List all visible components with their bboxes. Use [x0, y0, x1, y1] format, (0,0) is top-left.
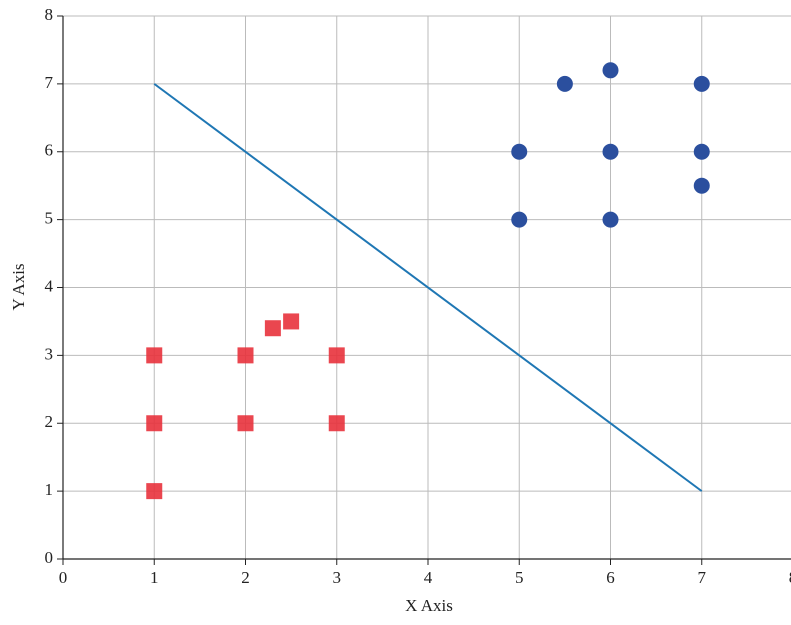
circle-point — [511, 144, 527, 160]
y-tick-label: 2 — [45, 412, 54, 431]
y-tick-label: 5 — [45, 209, 54, 228]
x-tick-label: 3 — [333, 568, 342, 587]
square-point — [146, 483, 162, 499]
y-tick-label: 4 — [45, 276, 54, 295]
y-tick-label: 1 — [45, 480, 54, 499]
circle-point — [557, 76, 573, 92]
y-axis-label: Y Axis — [9, 263, 28, 310]
square-point — [265, 320, 281, 336]
circle-point — [511, 212, 527, 228]
x-tick-label: 1 — [150, 568, 159, 587]
circle-point — [603, 144, 619, 160]
y-tick-label: 6 — [45, 141, 54, 160]
square-point — [238, 347, 254, 363]
x-tick-label: 2 — [241, 568, 250, 587]
x-tick-label: 7 — [698, 568, 707, 587]
square-point — [146, 415, 162, 431]
chart: X Axis Y Axis 012345678012345678 — [0, 0, 791, 625]
y-tick-label: 3 — [45, 344, 54, 363]
x-tick-label: 6 — [606, 568, 615, 587]
square-point — [238, 415, 254, 431]
x-axis-label: X Axis — [405, 596, 453, 615]
x-tick-label: 5 — [515, 568, 524, 587]
circle-point — [603, 62, 619, 78]
square-point — [283, 313, 299, 329]
x-tick-label: 0 — [59, 568, 68, 587]
circle-point — [694, 178, 710, 194]
circle-point — [694, 76, 710, 92]
circle-point — [603, 212, 619, 228]
square-point — [329, 415, 345, 431]
y-tick-label: 0 — [45, 548, 54, 567]
y-tick-label: 7 — [45, 73, 54, 92]
y-tick-label: 8 — [45, 5, 54, 24]
page: {"chart_data": {"type": "scatter", "xlab… — [0, 0, 791, 625]
circle-point — [694, 144, 710, 160]
square-point — [329, 347, 345, 363]
x-tick-label: 4 — [424, 568, 433, 587]
square-point — [146, 347, 162, 363]
